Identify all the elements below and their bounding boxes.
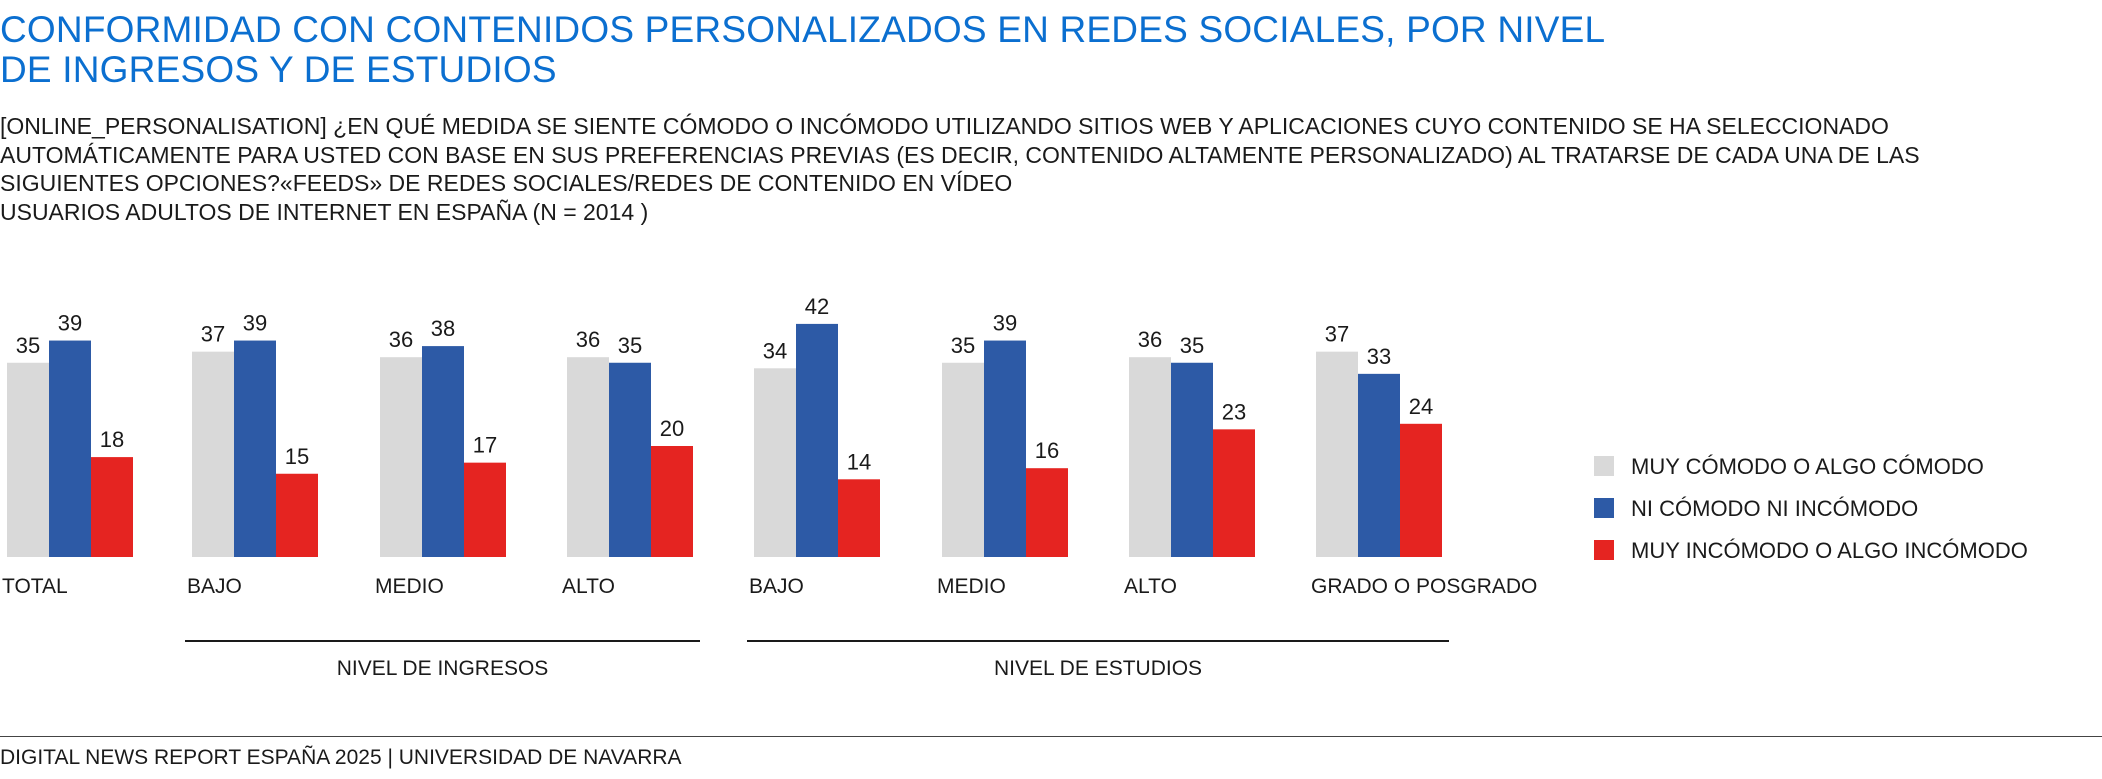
data-label: 17 [473, 433, 497, 458]
subtitle-line-4: USUARIOS ADULTOS DE INTERNET EN ESPAÑA (… [0, 198, 649, 225]
group-label: NIVEL DE ESTUDIOS [994, 657, 1202, 680]
data-label: 37 [201, 322, 225, 347]
bar [1213, 429, 1255, 557]
data-label: 37 [1325, 322, 1349, 347]
data-label: 36 [1138, 327, 1162, 352]
data-label: 42 [805, 294, 829, 319]
legend-label: MUY CÓMODO O ALGO CÓMODO [1631, 454, 1984, 479]
data-label: 39 [243, 311, 267, 336]
bar [49, 340, 91, 557]
bar [192, 351, 234, 557]
chart-title: CONFORMIDAD CON CONTENIDOS PERSONALIZADO… [0, 9, 1604, 90]
legend-swatch [1594, 456, 1614, 476]
data-label: 35 [951, 333, 975, 358]
data-label: 35 [618, 333, 642, 358]
category-label: ALTO [1124, 575, 1177, 598]
category-label: BAJO [187, 575, 242, 598]
data-label: 39 [993, 311, 1017, 336]
category-label: GRADO O POSGRADO [1311, 575, 1537, 598]
category-label: ALTO [562, 575, 615, 598]
data-label: 20 [660, 416, 684, 441]
category-label: MEDIO [937, 575, 1006, 598]
data-label: 36 [576, 327, 600, 352]
bar [422, 346, 464, 557]
subtitle-line-3: SIGUIENTES OPCIONES?«FEEDS» DE REDES SOC… [0, 170, 1013, 196]
data-label: 39 [58, 311, 82, 336]
group-label: NIVEL DE INGRESOS [337, 657, 549, 680]
bar [984, 340, 1026, 557]
bar [651, 446, 693, 557]
chart-subtitle: [ONLINE_PERSONALISATION] ¿EN QUÉ MEDIDA … [0, 112, 1920, 226]
bar [942, 362, 984, 557]
footer-source: DIGITAL NEWS REPORT ESPAÑA 2025 | UNIVER… [0, 746, 682, 769]
legend-swatch [1594, 498, 1614, 518]
category-label: BAJO [749, 575, 804, 598]
data-label: 23 [1222, 399, 1246, 424]
data-label: 35 [16, 333, 40, 358]
data-label: 36 [389, 327, 413, 352]
legend-swatch [1594, 540, 1614, 560]
category-label: TOTAL [2, 575, 68, 598]
bar [7, 362, 49, 557]
bar [1026, 468, 1068, 557]
legend-label: MUY INCÓMODO O ALGO INCÓMODO [1631, 538, 2028, 563]
data-label: 15 [285, 444, 309, 469]
category-label: MEDIO [375, 575, 444, 598]
bar [609, 362, 651, 557]
bar [838, 479, 880, 557]
data-label: 38 [431, 316, 455, 341]
bar [754, 368, 796, 557]
legend-label: NI CÓMODO NI INCÓMODO [1631, 496, 1918, 521]
data-label: 14 [847, 449, 871, 474]
subtitle-line-1: [ONLINE_PERSONALISATION] ¿EN QUÉ MEDIDA … [0, 113, 1889, 139]
bar [1400, 423, 1442, 557]
data-label: 18 [100, 427, 124, 452]
bar [91, 457, 133, 557]
bar [1316, 351, 1358, 557]
data-label: 34 [763, 338, 787, 363]
footer-divider [0, 736, 2102, 737]
bar [1129, 357, 1171, 557]
data-label: 24 [1409, 394, 1433, 419]
data-label: 16 [1035, 438, 1059, 463]
bar [380, 357, 422, 557]
bar [276, 473, 318, 557]
bar [1358, 373, 1400, 557]
bar [1171, 362, 1213, 557]
bar [567, 357, 609, 557]
subtitle-line-2: AUTOMÁTICAMENTE PARA USTED CON BASE EN S… [0, 141, 1920, 168]
bar [464, 462, 506, 557]
data-label: 33 [1367, 344, 1391, 369]
bar [796, 323, 838, 557]
data-label: 35 [1180, 333, 1204, 358]
bar [234, 340, 276, 557]
